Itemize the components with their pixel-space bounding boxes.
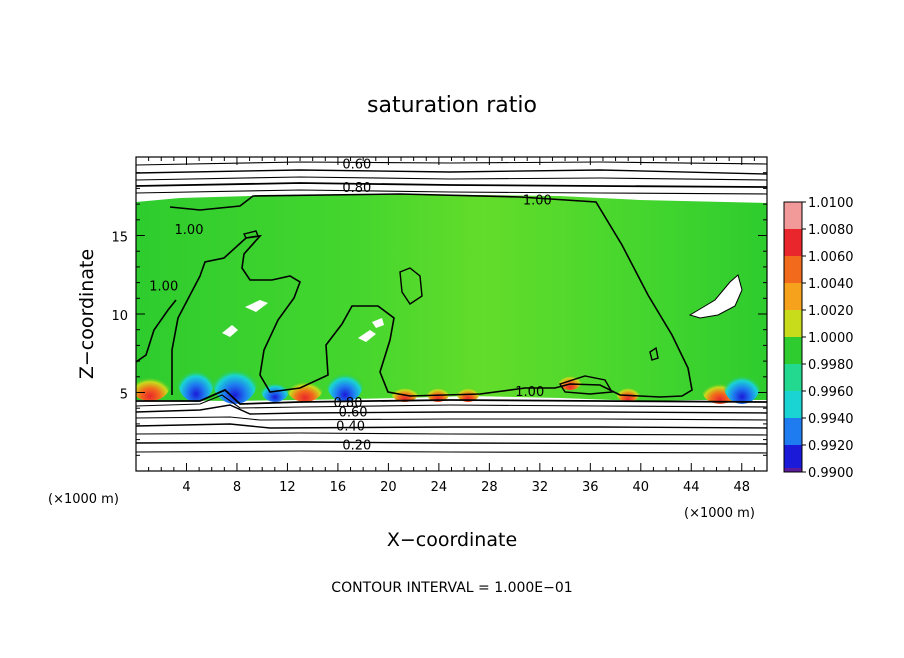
contour-label: 0.40	[336, 419, 365, 434]
colorbar-label: 0.9940	[808, 412, 854, 427]
colorbar-label: 0.9960	[808, 385, 854, 400]
unsaturated-pocket	[222, 325, 238, 337]
x-axis-label: X−coordinate	[387, 529, 517, 551]
contour-1.00-loop	[558, 375, 614, 395]
x-tick-label: 36	[582, 480, 599, 495]
field-blob	[724, 368, 760, 404]
contour-label: 1.00	[515, 385, 544, 400]
unsaturated-pocket	[245, 300, 268, 312]
y-axis-label: Z−coordinate	[76, 249, 98, 379]
contour-label: 0.20	[342, 438, 371, 453]
chart-title: saturation ratio	[367, 93, 537, 118]
contour-label: 0.80	[334, 396, 363, 411]
y-tick-label: 5	[120, 388, 128, 403]
colorbar-swatch	[784, 445, 802, 472]
contour-0.60-lower	[136, 404, 767, 415]
unsaturated-pocket	[358, 330, 376, 342]
contour-0.80-lower	[136, 388, 767, 405]
colorbar-label: 0.9900	[808, 466, 854, 481]
y-tick-label: 15	[111, 231, 128, 246]
contour-label: 0.80	[342, 181, 371, 196]
contour-label: 0.60	[339, 405, 368, 420]
contour-1.00-loop	[649, 346, 659, 361]
colorbar-label: 1.0080	[808, 223, 854, 238]
contour-0.40-lower	[136, 423, 767, 429]
field-blob	[327, 366, 363, 402]
contour-0.20-lower	[136, 441, 767, 445]
y-axis: 5 10 15	[111, 172, 767, 456]
field-blob	[616, 382, 640, 402]
colorbar-label: 1.0060	[808, 250, 854, 265]
colorbar-swatch	[784, 310, 802, 337]
saturation-field	[136, 194, 767, 401]
x-axis: 4 8 12 16 20 24 28 32 36 40 44 48	[148, 157, 755, 495]
x-tick-label: 48	[733, 480, 750, 495]
colorbar-swatch	[784, 229, 802, 256]
unsaturated-pocket	[688, 274, 743, 319]
colorbar-swatch	[784, 337, 802, 364]
field-blob	[213, 360, 257, 404]
colorbar-swatch	[784, 391, 802, 418]
colorbar-label: 1.0000	[808, 331, 854, 346]
field-blob	[287, 374, 323, 402]
contour-lower	[136, 450, 767, 454]
contour-upper	[136, 161, 767, 166]
contour-lower	[136, 416, 767, 421]
contour-label: 1.00	[175, 223, 204, 238]
x-tick-label: 28	[481, 480, 498, 495]
contour-lines	[136, 161, 767, 454]
x-tick-label: 32	[532, 480, 549, 495]
contour-1.00-loop	[242, 230, 259, 239]
contour-lower	[136, 394, 767, 409]
y-tick-label: 10	[111, 309, 128, 324]
contour-1.00-loop	[399, 267, 423, 305]
contour-label: 1.00	[149, 280, 178, 295]
colorbar-label: 1.0040	[808, 277, 854, 292]
contour-1.00	[136, 193, 693, 398]
colorbar-label: 1.0020	[808, 304, 854, 319]
colorbar-swatch	[784, 202, 802, 229]
unsaturated-pocket	[372, 318, 384, 328]
x-tick-label: 4	[182, 480, 190, 495]
colorbar-swatch	[784, 418, 802, 445]
x-unit-left: (×1000 m)	[48, 492, 119, 507]
x-tick-label: 12	[279, 480, 296, 495]
colorbar: 1.0100 1.0080 1.0060 1.0040 1.0020 1.0000 0.99…	[783, 196, 854, 481]
contour-upper	[136, 176, 767, 181]
field-blob	[426, 382, 450, 402]
colorbar-swatch	[784, 468, 802, 472]
plot-area: 0.600.801.001.001.001.000.800.600.400.20	[136, 157, 767, 471]
colorbar-label: 1.0100	[808, 196, 854, 211]
x-tick-label: 44	[683, 480, 700, 495]
contour-lower	[136, 432, 767, 436]
colorbar-swatch	[784, 364, 802, 391]
colorbar-label: 0.9980	[808, 358, 854, 373]
contour-label: 1.00	[523, 193, 552, 208]
colorbar-swatch	[784, 283, 802, 310]
contour-labels: 0.600.801.001.001.001.000.800.600.400.20	[149, 157, 552, 453]
field-blob	[456, 382, 480, 402]
x-tick-label: 16	[330, 480, 347, 495]
contour-upper	[136, 189, 767, 195]
contour-0.60	[136, 169, 767, 175]
contour-interval-note: CONTOUR INTERVAL = 1.000E−01	[331, 580, 572, 596]
x-tick-label: 40	[633, 480, 650, 495]
contour-label: 0.60	[342, 157, 371, 172]
field-blob	[261, 378, 289, 402]
contour-0.80	[136, 182, 767, 188]
field-blob	[391, 382, 419, 402]
x-tick-label: 20	[380, 480, 397, 495]
x-unit-right: (×1000 m)	[684, 506, 755, 521]
colorbar-label: 0.9920	[808, 439, 854, 454]
colorbar-swatch	[784, 256, 802, 283]
x-tick-label: 24	[431, 480, 448, 495]
field-blob	[178, 362, 214, 402]
x-tick-label: 8	[233, 480, 241, 495]
